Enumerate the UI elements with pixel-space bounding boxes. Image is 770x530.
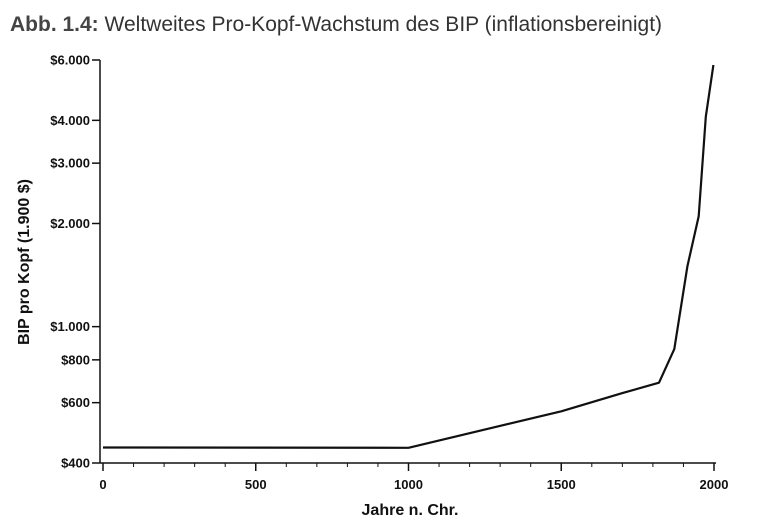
figure-title-text: Weltweites Pro-Kopf-Wachstum des BIP (in… — [104, 13, 663, 36]
y-tick-label: $600 — [61, 395, 90, 410]
x-tick-label: 500 — [245, 477, 267, 492]
y-tick-label: $1.000 — [50, 319, 90, 334]
x-tick-label: 2000 — [700, 477, 729, 492]
y-tick-label: $4.000 — [50, 113, 90, 128]
y-tick-label: $6.000 — [50, 53, 90, 68]
figure-label: Abb. 1.4: — [10, 13, 99, 36]
y-tick-label: $2.000 — [50, 216, 90, 231]
series-line — [102, 64, 715, 449]
x-tick-label: 1500 — [547, 477, 576, 492]
y-axis-title: BIP pro Kopf (1.900 $) — [16, 179, 33, 345]
axes: $400 $600 $800 $1.000 $2.000 $3.000 $4.000 $6.0… — [50, 53, 728, 493]
x-tick-label: 1000 — [394, 477, 423, 492]
plot-area — [102, 64, 715, 449]
x-axis-title: Jahre n. Chr. — [362, 502, 459, 519]
y-tick-label: $400 — [61, 456, 90, 471]
figure-title: Abb. 1.4: Weltweites Pro-Kopf-Wachstum d… — [10, 13, 662, 37]
y-tick-label: $800 — [61, 352, 90, 367]
x-tick-label: 0 — [99, 477, 106, 492]
y-tick-label: $3.000 — [50, 156, 90, 171]
